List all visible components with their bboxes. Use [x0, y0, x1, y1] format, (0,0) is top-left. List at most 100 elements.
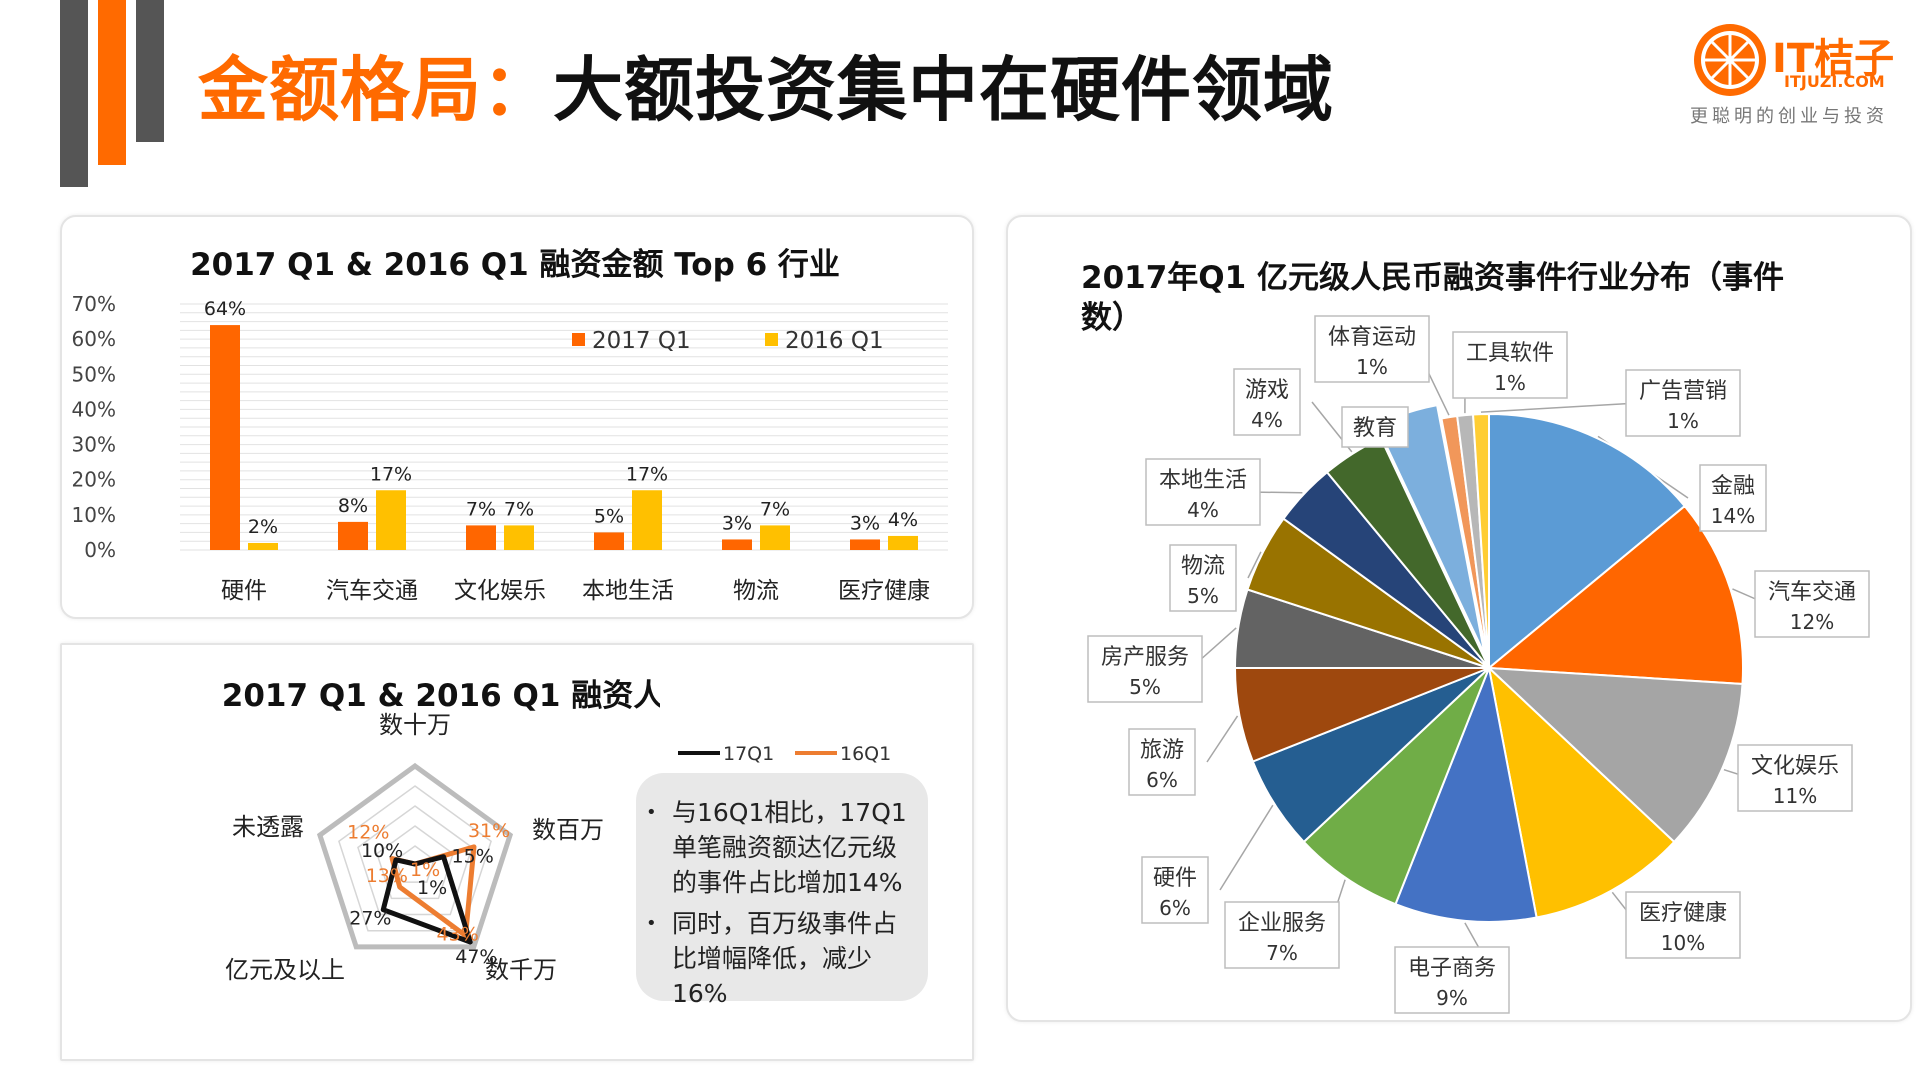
bar-2017q1 [594, 532, 624, 550]
bar-2017q1 [210, 325, 240, 550]
radar-data-label: 31% [468, 820, 510, 842]
pie-label-box [1394, 946, 1510, 1014]
pie-label-box [1341, 406, 1409, 448]
pie-slice-pct: 11% [1773, 784, 1817, 808]
pie-label-box [1737, 744, 1853, 812]
radar-data-label: 13% [366, 865, 408, 887]
pie-slice-label: 电子商务 [1408, 956, 1496, 981]
bar-chart: 2017 Q1 & 2016 Q1 融资金额 Top 6 行业 0% 10% 20%… [72, 247, 948, 604]
radar-series-17Q1 [380, 854, 473, 945]
bar-2016q1 [376, 490, 406, 550]
pie-slice-pct: 14% [1711, 504, 1755, 528]
logo-slogan: 更聪明的创业与投资 [1690, 106, 1888, 127]
radar-axis-label: 数百万 [532, 816, 604, 844]
pie-label-box [1128, 728, 1196, 796]
bar-ytick-label: 50% [72, 362, 116, 386]
pie-label-box [1625, 891, 1741, 959]
bar-category-label: 硬件 [221, 578, 267, 604]
pie-chart-title-line1: 2017年Q1 亿元级人民币融资事件行业分布（事件 [1081, 260, 1784, 296]
radar-axis-label: 亿元及以上 [225, 956, 345, 984]
bar-2016q1 [504, 525, 534, 550]
pie-slice-label: 硬件 [1153, 866, 1197, 891]
radar-axis-label: 数千万 [485, 956, 557, 984]
bar-ytick-label: 60% [72, 327, 116, 351]
radar-chart-title: 2017 Q1 & 2016 Q1 融资人民币区间 [222, 678, 660, 714]
logo-brand: IT桔子 [1772, 36, 1895, 82]
pie-slice [1487, 665, 1676, 919]
radar-data-label: 15% [452, 846, 494, 868]
radar-data-label: 43% [437, 924, 479, 946]
bar-ytick-label: 20% [72, 468, 116, 492]
note-bullet-2: 同时，百万级事件占比增幅降低，减少16% [646, 906, 914, 1011]
bar-data-label: 2% [248, 516, 278, 538]
radar-legend: 17Q1 16Q1 [678, 743, 891, 765]
pie-leader-line [1206, 715, 1239, 763]
bar-data-label: 17% [370, 463, 412, 485]
pie-slice-label: 金融 [1711, 474, 1755, 499]
pie-slice-pct: 9% [1436, 986, 1468, 1010]
page-title-main: 大额投资集中在硬件领域 [553, 49, 1334, 131]
pie-slice-pct: 1% [1667, 409, 1699, 433]
bar-ytick-label: 40% [72, 397, 116, 421]
decor-bar-gray-left [60, 0, 88, 187]
bar-2016q1 [760, 525, 790, 550]
pie-slice-label: 教育 [1353, 416, 1397, 441]
pie-slice [1302, 667, 1490, 906]
bar-data-label: 7% [760, 498, 790, 520]
pie-label-box [1233, 368, 1301, 436]
bar-legend-label: 2017 Q1 [592, 328, 691, 354]
pie-slice-label: 汽车交通 [1768, 580, 1856, 605]
orange-slice-icon [1694, 24, 1766, 96]
pie-slice [1488, 412, 1687, 671]
logo-domain: ITJUZI.COM [1784, 72, 1885, 91]
radar-axis-label: 未透露 [232, 813, 304, 841]
pie-slice-label: 旅游 [1140, 738, 1184, 763]
pie-label-box [1699, 464, 1767, 532]
radar-web-ring [316, 762, 514, 950]
pie-slice [1486, 666, 1744, 844]
pie-slice-pct: 4% [1187, 498, 1219, 522]
bar-data-label: 3% [850, 512, 880, 534]
pie-label-box [1087, 635, 1203, 703]
pie-slice-pct: 6% [1146, 768, 1178, 792]
bar-data-label: 5% [594, 505, 624, 527]
itjuzi-logo: IT桔子 ITJUZI.COM 更聪明的创业与投资 [1690, 20, 1900, 130]
radar-data-label: 1% [417, 877, 447, 899]
pie-slice-pct: 5% [1187, 584, 1219, 608]
pie-slice-label: 文化娱乐 [1751, 754, 1839, 779]
pie-chart-title-line2: 数） [1081, 300, 1143, 336]
page-title: 金额格局：大额投资集中在硬件领域 [198, 34, 1334, 135]
pie-slice-label: 广告营销 [1639, 379, 1727, 404]
bar-2017q1 [338, 521, 368, 550]
bar-category-label: 医疗健康 [838, 578, 930, 604]
pie-leader-line [1247, 551, 1262, 579]
bar-legend-swatch [572, 333, 585, 346]
bar-category-label: 本地生活 [582, 578, 674, 604]
bar-2017q1 [466, 525, 496, 550]
pie-label-box [1754, 570, 1870, 638]
bar-2016q1 [888, 535, 918, 550]
pie-label-box [1625, 369, 1741, 437]
pie-slice-label: 企业服务 [1238, 911, 1326, 936]
pie-slice-pct: 7% [1266, 941, 1298, 965]
bar-data-label: 17% [626, 463, 668, 485]
decor-bar-gray-right [136, 0, 164, 142]
decor-bar-orange [98, 0, 126, 165]
pie-slice-pct: 1% [1356, 355, 1388, 379]
pie-slice-label: 房产服务 [1101, 645, 1189, 670]
pie-slice-pct: 6% [1159, 896, 1191, 920]
pie-slice-label: 物流 [1181, 554, 1225, 579]
pie-slice-pct: 1% [1494, 371, 1526, 395]
pie-leader-line [1480, 402, 1639, 413]
bar-legend-swatch [765, 333, 778, 346]
bar-legend-label: 2016 Q1 [785, 328, 884, 354]
bar-category-label: 文化娱乐 [454, 578, 546, 604]
page-title-highlight: 金额格局： [198, 49, 553, 131]
pie-slice-pct: 10% [1661, 931, 1705, 955]
pie-slice-label: 工具软件 [1466, 341, 1554, 366]
pie-label-box [1169, 544, 1237, 612]
pie-slice [1486, 504, 1744, 686]
bar-ytick-label: 10% [72, 503, 116, 527]
radar-data-label: 1% [410, 859, 440, 881]
radar-data-label: 12% [347, 822, 389, 844]
